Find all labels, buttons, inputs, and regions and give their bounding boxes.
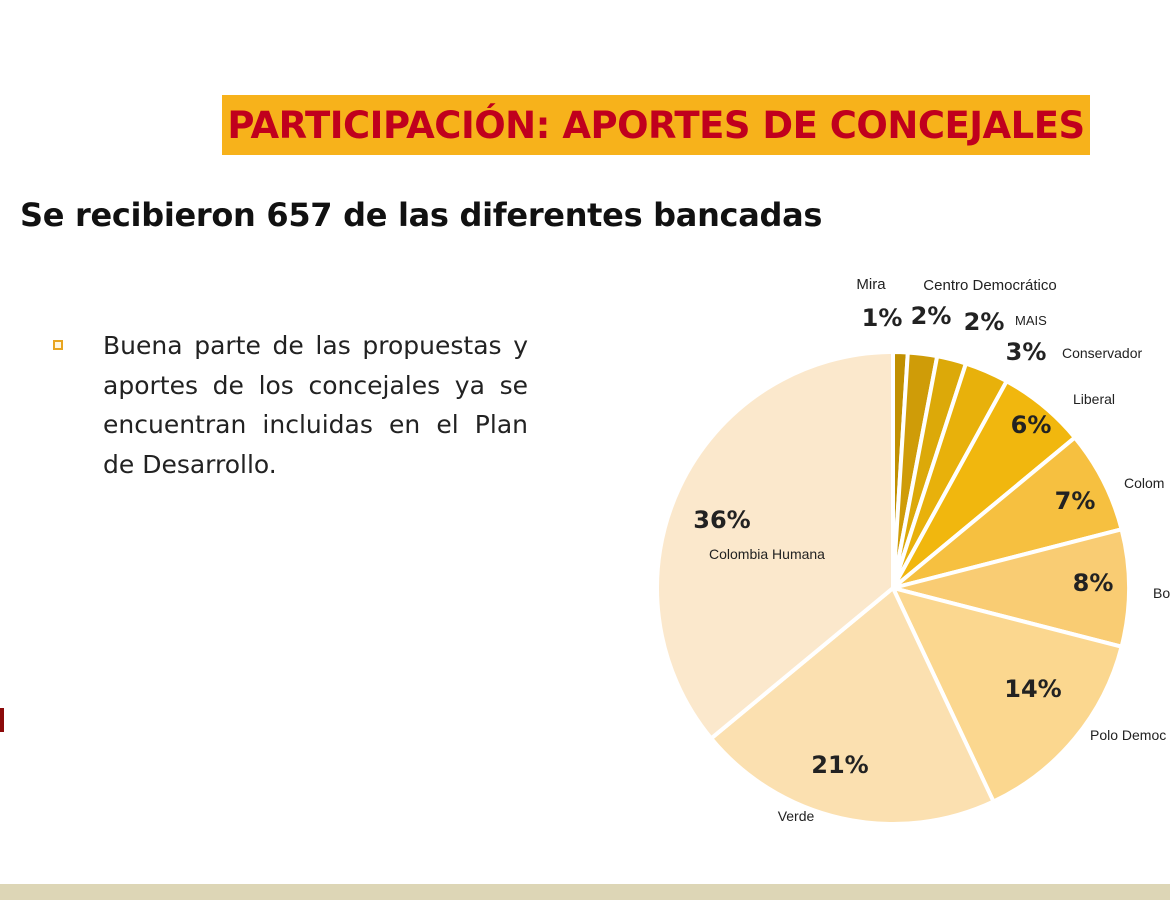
slice-category-label: Colombia Humana: [709, 546, 825, 562]
slice-percent-label: 21%: [811, 751, 868, 779]
slide-title: PARTICIPACIÓN: APORTES DE CONCEJALES: [227, 104, 1085, 147]
slice-percent-label: 6%: [1011, 411, 1052, 439]
pie-slice: [891, 527, 1132, 649]
edge-decoration: [0, 708, 4, 732]
slice-percent-label: 3%: [1006, 338, 1047, 366]
slice-category-label: Liberal: [1073, 391, 1115, 407]
footer-band: [0, 884, 1170, 900]
title-banner: PARTICIPACIÓN: APORTES DE CONCEJALES: [222, 95, 1090, 155]
slice-percent-label: 2%: [964, 308, 1005, 336]
bullet-text: Buena parte de las propuestas y aportes …: [103, 331, 528, 479]
slice-category-label: Centro Democrático: [923, 277, 1056, 294]
slice-category-label: Verde: [778, 808, 815, 824]
pie-chart: 1% 2% 2%3%6%7%8%14%21%36%Mira Centro Democr…: [655, 276, 1170, 826]
slice-category-label: Polo Democ: [1090, 727, 1166, 743]
slide-subtitle: Se recibieron 657 de las diferentes banc…: [20, 196, 823, 234]
pie-slice: [891, 435, 1124, 590]
slice-category-label: Bo: [1153, 585, 1170, 601]
pie-slice: [891, 586, 1124, 804]
pie-slice: [709, 586, 996, 826]
slice-category-label: Conservador: [1062, 345, 1142, 361]
slice-category-label: Colom: [1124, 475, 1164, 491]
slice-percent-label: 7%: [1055, 487, 1096, 515]
pie-slice: [655, 350, 895, 741]
pie-slices: [655, 350, 1132, 826]
slice-percent-label: 2%: [911, 302, 952, 330]
checkbox-square-icon: [53, 340, 63, 350]
slice-percent-label: 14%: [1004, 675, 1061, 703]
slice-category-label: MAIS: [1015, 313, 1047, 328]
slice-category-label: Mira: [856, 276, 886, 293]
slice-percent-label: 36%: [693, 506, 750, 534]
pie-labels: 1% 2% 2%3%6%7%8%14%21%36%Mira Centro Democr…: [693, 276, 1170, 824]
slice-percent-label: 1%: [862, 304, 903, 332]
slice-percent-label: 8%: [1073, 569, 1114, 597]
